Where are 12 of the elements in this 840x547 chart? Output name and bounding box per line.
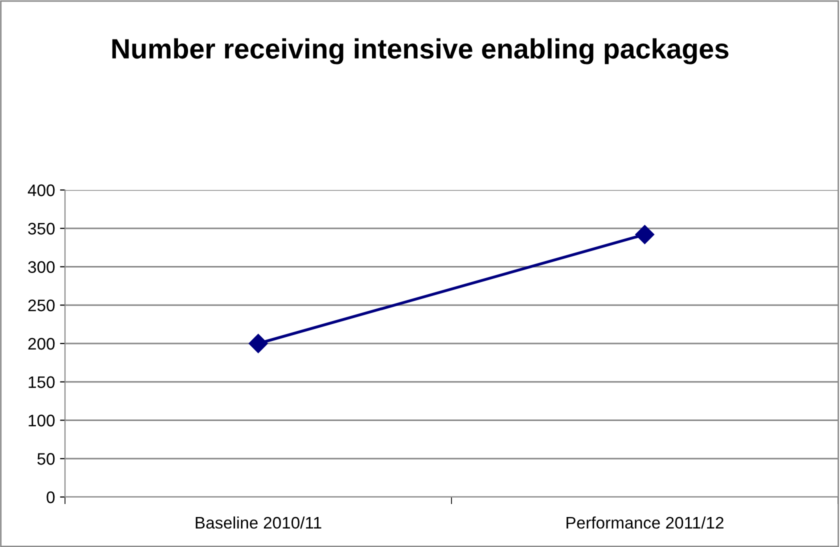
y-tick-label: 0: [46, 491, 55, 504]
chart-title: Number receiving intensive enabling packages: [112, 38, 728, 64]
y-tick-label: 350: [28, 222, 55, 235]
y-tick-label: 300: [28, 261, 55, 273]
y-tick-label: 50: [37, 453, 55, 465]
y-tick-label: 150: [28, 376, 55, 388]
y-tick-label: 200: [28, 338, 55, 350]
y-tick-label: 400: [28, 184, 55, 196]
x-tick-label: Baseline 2010/11: [196, 516, 322, 529]
x-tick-label: Performance 2011/12: [566, 516, 724, 529]
y-tick-label: 100: [28, 414, 55, 426]
y-tick-label: 250: [28, 300, 55, 312]
